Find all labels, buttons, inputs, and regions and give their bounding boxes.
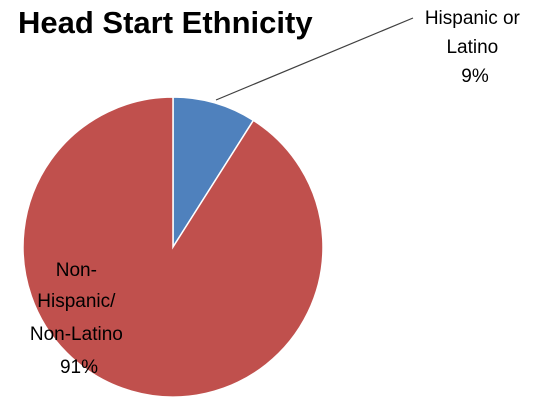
- slice-label-hispanic: Hispanic or Latino 9%: [425, 8, 525, 87]
- leader-line: [215, 17, 414, 101]
- slice-label-non-hispanic-percent: 91%: [60, 357, 98, 378]
- pie-slice-non-hispanic: [22, 96, 324, 398]
- slice-label-non-hispanic-line-3: Non-Latino: [30, 324, 123, 345]
- chart-title: Head Start Ethnicity: [18, 5, 313, 40]
- slice-label-hispanic-line-1: Hispanic or: [425, 8, 521, 29]
- pie-slice-hispanic: [172, 96, 255, 250]
- slice-label-hispanic-line-2: Latino: [446, 37, 498, 58]
- slice-label-hispanic-percent: 9%: [461, 66, 489, 87]
- pie-slices: [22, 96, 324, 398]
- slice-label-non-hispanic-line-1: Non-: [56, 260, 97, 281]
- slice-label-non-hispanic-line-2: Hispanic/: [37, 291, 116, 312]
- slice-label-non-hispanic: Non- Hispanic/ Non-Latino 91%: [30, 260, 128, 378]
